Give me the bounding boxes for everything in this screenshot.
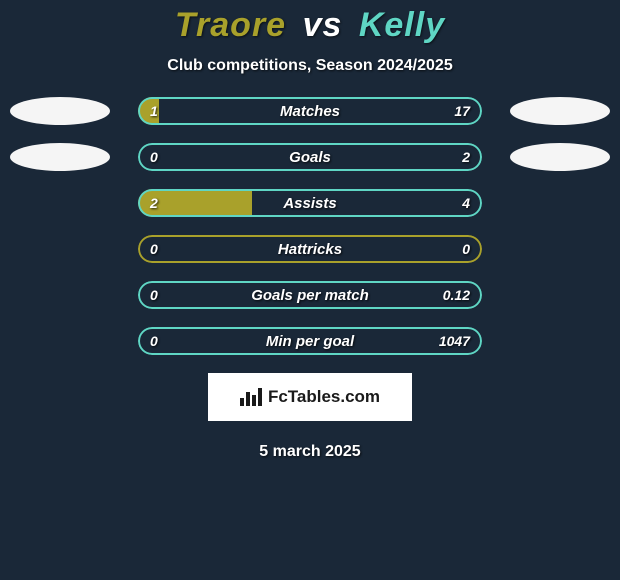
stat-row: 24Assists <box>138 189 482 217</box>
stat-label: Assists <box>138 189 482 217</box>
chart-area: 117Matches 02Goals 24Assists 00Hattricks 00.… <box>0 97 620 355</box>
stat-label: Hattricks <box>138 235 482 263</box>
brand-text: FcTables.com <box>268 387 380 407</box>
team-logo-right-2 <box>510 143 610 171</box>
player1-name: Traore <box>175 6 286 44</box>
subtitle: Club competitions, Season 2024/2025 <box>0 57 620 75</box>
team-logo-left-2 <box>10 143 110 171</box>
stat-label: Matches <box>138 97 482 125</box>
team-logo-left-1 <box>10 97 110 125</box>
stat-row: 00Hattricks <box>138 235 482 263</box>
stat-row: 117Matches <box>138 97 482 125</box>
left-logo-column <box>10 97 110 189</box>
comparison-title: Traore vs Kelly <box>0 0 620 45</box>
right-logo-column <box>510 97 610 189</box>
stat-label: Goals per match <box>138 281 482 309</box>
stat-label: Min per goal <box>138 327 482 355</box>
stat-row: 00.12Goals per match <box>138 281 482 309</box>
stat-bars: 117Matches 02Goals 24Assists 00Hattricks 00.… <box>138 97 482 355</box>
date: 5 march 2025 <box>0 443 620 461</box>
stat-label: Goals <box>138 143 482 171</box>
vs-text: vs <box>303 6 343 44</box>
brand-box: FcTables.com <box>208 373 412 421</box>
stat-row: 01047Min per goal <box>138 327 482 355</box>
chart-icon <box>240 388 262 406</box>
player2-name: Kelly <box>359 6 445 44</box>
team-logo-right-1 <box>510 97 610 125</box>
stat-row: 02Goals <box>138 143 482 171</box>
